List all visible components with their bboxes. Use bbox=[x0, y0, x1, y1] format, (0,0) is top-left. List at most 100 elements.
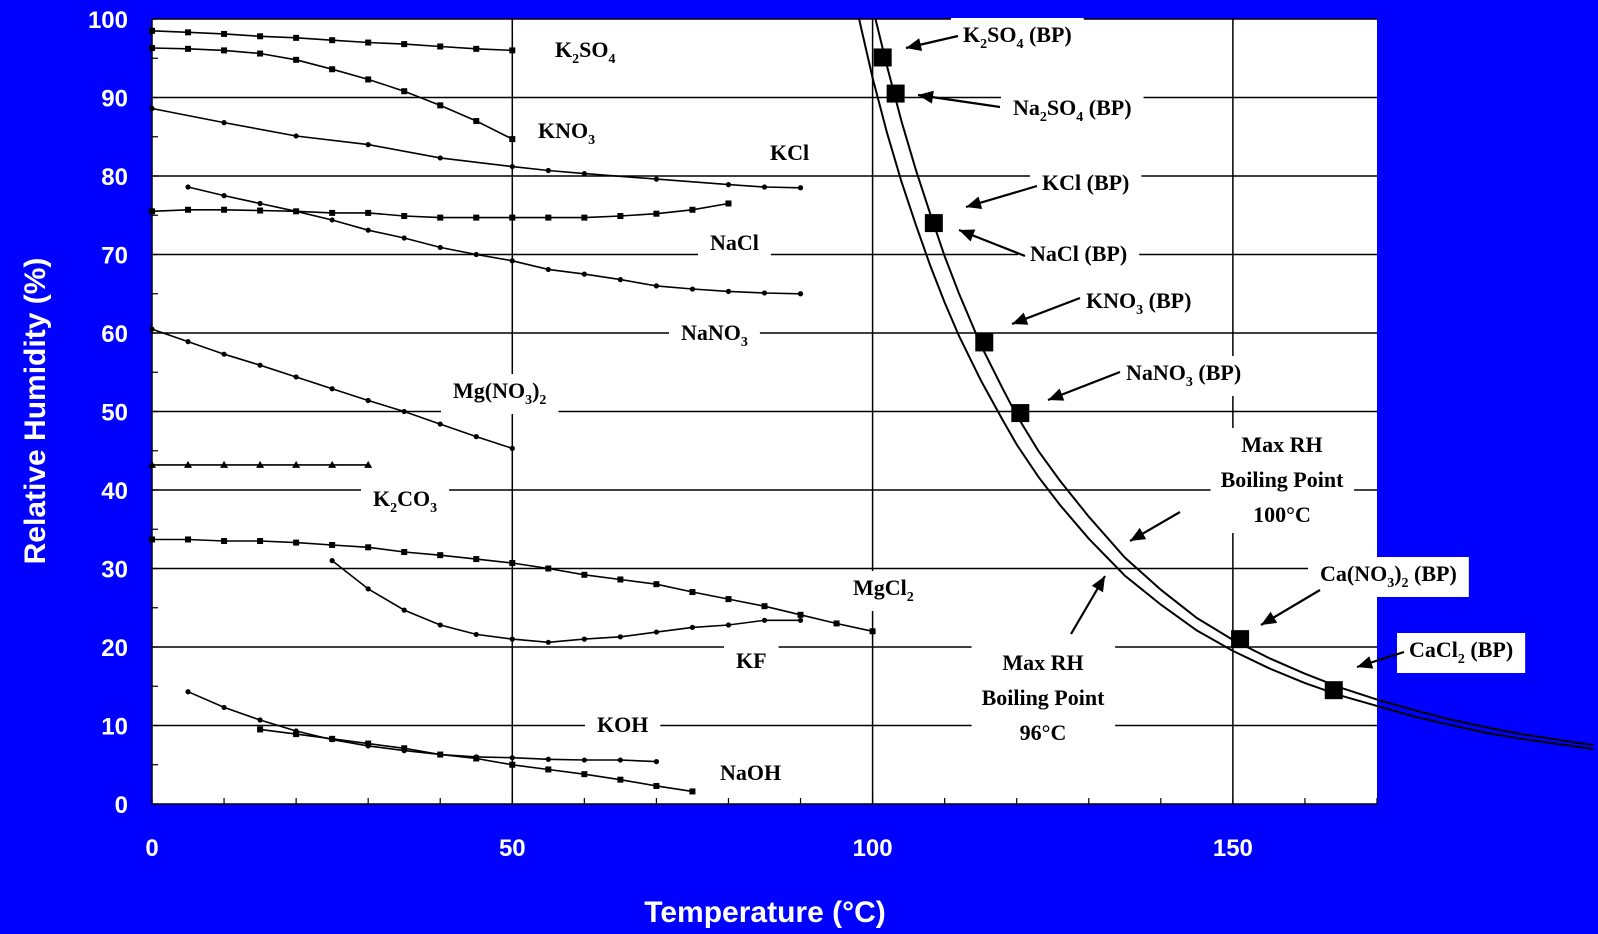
point-kf bbox=[401, 607, 407, 613]
point-nano3 bbox=[365, 227, 371, 233]
arrow-kcl bbox=[965, 184, 1038, 209]
point-kno3 bbox=[473, 118, 480, 125]
label-bg-mgno32 bbox=[441, 374, 559, 414]
point-nano3 bbox=[437, 244, 443, 251]
point-kf bbox=[473, 631, 479, 638]
point-nano3 bbox=[329, 217, 335, 223]
point-nacl bbox=[437, 214, 444, 221]
point-kf bbox=[725, 622, 732, 628]
point-nacl bbox=[581, 214, 588, 221]
label-part: NaNO bbox=[681, 320, 741, 345]
max-rh-curve-96c bbox=[858, 19, 1594, 750]
label-part: 3 bbox=[430, 501, 437, 516]
point-naoh bbox=[509, 761, 516, 768]
point-koh bbox=[545, 756, 551, 762]
label-bg-naoh bbox=[708, 756, 794, 791]
point-kcl bbox=[509, 163, 515, 170]
point-kf bbox=[437, 622, 443, 628]
arrow-cacl2 bbox=[1356, 650, 1405, 669]
label-bp-kno3: KNO3 (BP) bbox=[1086, 288, 1191, 318]
label-group-nacl: NaCl bbox=[698, 226, 771, 261]
label-part: 2 bbox=[1402, 576, 1409, 591]
max-rh-96c-label-line-1: Boiling Point bbox=[982, 685, 1106, 710]
label-bg-bp-cacl2 bbox=[1397, 633, 1526, 673]
tick-labels: 0 10 20 30 40 50 60 70 80 90 100 0 50 100 150 bbox=[88, 7, 1253, 862]
label-group-bp-cacl2: CaCl2 (BP) bbox=[1397, 633, 1526, 673]
point-nano3 bbox=[761, 290, 768, 296]
label-bp-kcl: KCl (BP) bbox=[1042, 170, 1129, 195]
solution-series bbox=[148, 27, 876, 795]
point-k2so4 bbox=[221, 30, 228, 37]
point-kf bbox=[653, 629, 660, 635]
label-part: 2 bbox=[572, 52, 579, 67]
label-k2co3: K2CO3 bbox=[373, 486, 437, 516]
point-mgcl2 bbox=[761, 603, 768, 610]
point-nano3 bbox=[509, 258, 515, 264]
label-group-nano3: NaNO3 bbox=[669, 316, 760, 356]
point-kcl bbox=[725, 182, 732, 188]
point-nano3 bbox=[221, 193, 227, 199]
label-part: 3 bbox=[741, 335, 748, 350]
label-bg-bp-kno3 bbox=[1074, 284, 1204, 324]
label-part: 4 bbox=[1016, 37, 1023, 52]
point-mg-no3-2 bbox=[149, 326, 155, 332]
label-part: SO bbox=[987, 22, 1016, 47]
point-kno3 bbox=[185, 45, 192, 52]
y-tick-label-40: 40 bbox=[101, 478, 128, 505]
x-axis-title: Temperature (°C) bbox=[644, 896, 885, 929]
point-nacl bbox=[149, 208, 155, 215]
label-group-mgno32: Mg(NO3)2 bbox=[441, 374, 559, 414]
max-rh-curves bbox=[858, 19, 1594, 750]
point-nano3 bbox=[473, 251, 479, 258]
label-part: K bbox=[963, 22, 980, 47]
max-rh-100c-label-line-1: Boiling Point bbox=[1221, 467, 1345, 492]
label-k2so4: K2SO4 bbox=[555, 37, 615, 67]
point-mgcl2 bbox=[293, 539, 300, 546]
label-mgno32: Mg(NO3)2 bbox=[453, 378, 546, 408]
label-part: (BP) bbox=[1409, 561, 1457, 586]
point-mgcl2 bbox=[401, 549, 408, 556]
label-part: KCl bbox=[770, 140, 809, 165]
point-k2so4 bbox=[401, 41, 408, 48]
point-k2so4 bbox=[365, 39, 372, 46]
point-koh bbox=[581, 757, 587, 763]
point-koh bbox=[221, 704, 227, 711]
arrow-k2so4 bbox=[905, 34, 959, 51]
label-part: CO bbox=[397, 486, 430, 511]
point-k2co3 bbox=[148, 460, 156, 468]
label-bg-k2so4 bbox=[543, 33, 628, 73]
point-kno3 bbox=[401, 88, 408, 95]
label-bp-na2so4: Na2SO4 (BP) bbox=[1013, 95, 1132, 125]
point-koh bbox=[257, 717, 263, 723]
label-part: KNO bbox=[1086, 288, 1136, 313]
max-rh-96c-label-bg bbox=[971, 646, 1116, 751]
series-line-kf bbox=[331, 559, 801, 644]
label-part: Na bbox=[1013, 95, 1040, 120]
point-nano3 bbox=[293, 208, 299, 214]
point-mg-no3-2 bbox=[185, 339, 191, 345]
point-naoh bbox=[257, 726, 264, 733]
point-mg-no3-2 bbox=[473, 434, 479, 440]
point-mg-no3-2 bbox=[509, 445, 515, 451]
label-bg-bp-k2so4 bbox=[951, 18, 1084, 58]
point-kcl bbox=[545, 167, 551, 174]
point-mgcl2 bbox=[365, 544, 372, 551]
arrow-cano32 bbox=[1260, 589, 1321, 626]
point-nano3 bbox=[725, 288, 732, 294]
point-naoh bbox=[437, 751, 444, 758]
bp-marker-2 bbox=[924, 214, 943, 233]
label-part: 4 bbox=[1076, 110, 1083, 125]
point-k2so4 bbox=[293, 34, 300, 41]
point-nacl bbox=[725, 200, 732, 207]
point-mgcl2 bbox=[437, 552, 444, 559]
max-rh-100c-label-line-0: Max RH bbox=[1241, 432, 1322, 457]
arrow-nacl bbox=[958, 228, 1026, 258]
x-tick-label-50: 50 bbox=[499, 835, 526, 862]
x-tick-label-150: 150 bbox=[1213, 835, 1253, 862]
label-part: 4 bbox=[608, 52, 615, 67]
label-part: (BP) bbox=[1465, 637, 1513, 662]
label-part: 2 bbox=[390, 501, 397, 516]
point-mgcl2 bbox=[149, 536, 155, 543]
label-group-naoh: NaOH bbox=[708, 756, 794, 791]
